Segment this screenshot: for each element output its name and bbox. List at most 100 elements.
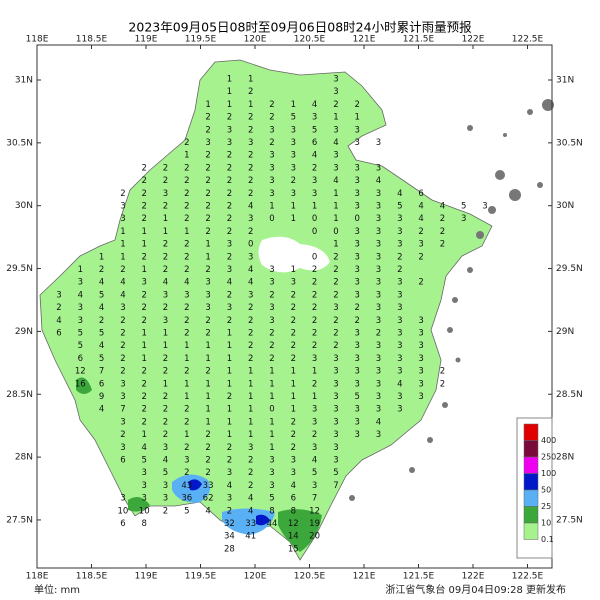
rain-value: 2 (333, 341, 338, 351)
legend-swatch (523, 522, 539, 540)
rain-value: 0 (312, 252, 317, 262)
rain-value: 2 (141, 417, 146, 427)
lat-label: 27.5N (556, 515, 583, 525)
legend-swatch (523, 456, 539, 474)
rain-value: 2 (141, 316, 146, 326)
rain-value: 5 (333, 468, 338, 478)
rain-value: 5 (141, 456, 146, 466)
rain-value: 2 (205, 265, 210, 275)
rain-value: 3 (376, 290, 381, 300)
lat-label: 28N (556, 453, 574, 463)
rain-value: 1 (227, 405, 232, 415)
rain-value: 2 (440, 214, 445, 224)
rain-value: 33 (203, 481, 214, 491)
rain-value: 3 (397, 329, 402, 339)
rain-value: 3 (376, 265, 381, 275)
rain-value: 1 (227, 417, 232, 427)
rain-value: 3 (291, 151, 296, 161)
lon-label: 122E (462, 572, 485, 582)
rain-value: 2 (291, 316, 296, 326)
rain-value: 1 (248, 430, 253, 440)
rain-value: 1 (291, 367, 296, 377)
rain-value: 2 (120, 189, 125, 199)
rain-value: 4 (248, 265, 253, 275)
rain-value: 2 (312, 316, 317, 326)
rain-value: 3 (56, 290, 61, 300)
rain-value: 1 (205, 417, 210, 427)
rain-value: 5 (78, 329, 83, 339)
legend-label: 25 (541, 502, 551, 511)
rain-value: 1 (354, 113, 359, 123)
lon-label: 121.5E (403, 35, 435, 45)
rain-value: 2 (227, 176, 232, 186)
rain-value: 3 (312, 189, 317, 199)
rain-value: 2 (312, 329, 317, 339)
rain-value: 1 (227, 75, 232, 85)
rain-value: 3 (163, 443, 168, 453)
rain-value: 5 (78, 341, 83, 351)
rain-value: 3 (418, 379, 423, 389)
rain-value: 2 (291, 341, 296, 351)
rain-value: 3 (227, 303, 232, 313)
lat-label: 30N (15, 201, 33, 211)
rain-value: 1 (163, 227, 168, 237)
rain-value: 3 (120, 202, 125, 212)
rain-value: 7 (333, 481, 338, 491)
rain-value: 2 (248, 227, 253, 237)
rain-10-area (76, 377, 322, 552)
rain-value: 3 (354, 163, 359, 173)
rain-value: 3 (248, 290, 253, 300)
rain-value: 3 (376, 379, 381, 389)
legend-swatch (523, 473, 539, 491)
rain-value: 2 (120, 430, 125, 440)
rain-value: 3 (376, 252, 381, 262)
rain-value: 3 (248, 252, 253, 262)
lat-label: 28N (15, 453, 33, 463)
rain-value: 3 (141, 494, 146, 504)
rain-value: 2 (141, 176, 146, 186)
rain-value: 3 (312, 354, 317, 364)
rain-value: 2 (248, 303, 253, 313)
rain-value: 6 (312, 138, 317, 148)
rain-value: 1 (248, 379, 253, 389)
rain-value: 2 (163, 392, 168, 402)
rain-value: 2 (163, 252, 168, 262)
rain-value: 3 (248, 443, 253, 453)
rain-value: 3 (205, 278, 210, 288)
rain-value: 3 (205, 303, 210, 313)
rain-value: 1 (269, 202, 274, 212)
rain-value: 6 (120, 519, 125, 529)
rain-value: 2 (248, 329, 253, 339)
rain-value: 6 (78, 354, 83, 364)
rain-value: 36 (181, 494, 192, 504)
rain-value: 3 (312, 405, 317, 415)
rain-value: 3 (397, 278, 402, 288)
rain-value: 2 (418, 252, 423, 262)
rain-value: 2 (227, 214, 232, 224)
rain-value: 5 (99, 290, 104, 300)
legend-swatch (523, 423, 539, 441)
rain-25-area (172, 474, 275, 535)
rain-value: 2 (291, 329, 296, 339)
rain-value: 5 (397, 202, 402, 212)
rain-value: 2 (141, 303, 146, 313)
lon-label: 122E (462, 35, 485, 45)
rain-value: 3 (227, 125, 232, 135)
rain-value: 1 (248, 75, 253, 85)
rain-value: 1 (163, 379, 168, 389)
rain-value: 2 (248, 316, 253, 326)
rain-value: 3 (354, 138, 359, 148)
lon-label: 119.5E (185, 572, 217, 582)
rain-value: 2 (184, 316, 189, 326)
rain-value: 2 (312, 163, 317, 173)
rain-value: 1 (163, 341, 168, 351)
rain-value: 3 (248, 214, 253, 224)
rain-value: 3 (291, 468, 296, 478)
rain-value: 1 (248, 417, 253, 427)
rain-value: 3 (482, 202, 487, 212)
rain-value: 4 (418, 202, 423, 212)
rain-value: 4 (99, 303, 104, 313)
rain-value: 2 (312, 290, 317, 300)
rain-value: 2 (312, 303, 317, 313)
lon-label: 120E (244, 35, 267, 45)
